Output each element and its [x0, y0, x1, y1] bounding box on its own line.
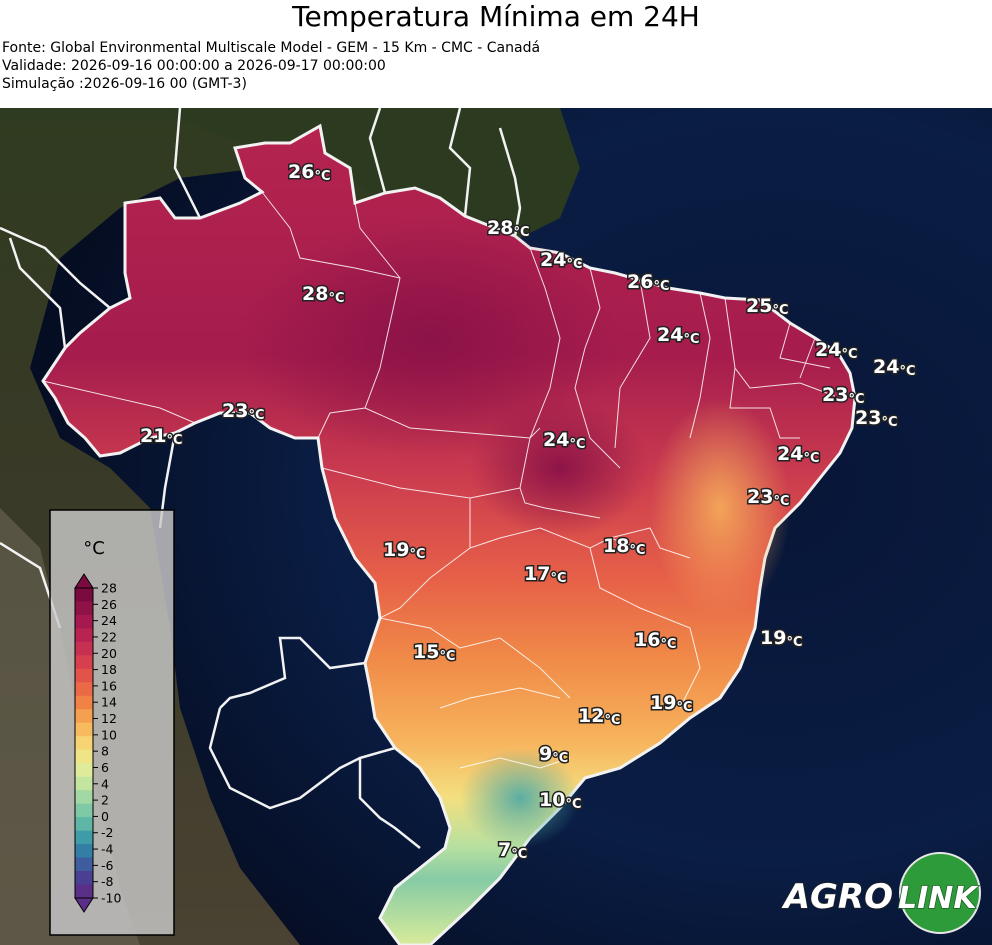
- legend-swatch: [75, 857, 93, 872]
- legend-swatch: [75, 601, 93, 616]
- legend-tick-label: 6: [101, 760, 109, 775]
- temperature-label: 24°C: [543, 429, 586, 452]
- temperature-label: 28°C: [302, 283, 345, 306]
- temperature-label: 24°C: [815, 339, 858, 362]
- temperature-label: 23°C: [222, 400, 265, 423]
- temperature-label: 7°C: [498, 839, 527, 862]
- legend-swatch: [75, 682, 93, 697]
- legend-tick-label: 0: [101, 809, 109, 824]
- hot-core-center: [470, 398, 650, 538]
- temperature-label: 12°C: [578, 705, 621, 728]
- hot-core-north: [240, 218, 620, 458]
- legend-tick-label: 2: [101, 793, 109, 808]
- legend-swatch: [75, 790, 93, 805]
- legend-unit: °C: [83, 538, 105, 559]
- temperature-label: 21°C: [140, 425, 183, 448]
- temperature-label: 16°C: [634, 629, 677, 652]
- legend-tick-label: 22: [101, 629, 117, 644]
- temperature-label: 19°C: [650, 692, 693, 715]
- legend-swatch: [75, 709, 93, 724]
- cold-core-south: [460, 748, 580, 848]
- legend-swatch: [75, 817, 93, 832]
- temperature-label: 25°C: [746, 295, 789, 318]
- map-title: Temperatura Mínima em 24H: [292, 0, 700, 33]
- temperature-label: 17°C: [524, 563, 567, 586]
- legend-tick-label: 16: [101, 678, 117, 693]
- legend-tick-label: 18: [101, 662, 117, 677]
- temperature-label: 18°C: [603, 535, 646, 558]
- legend-swatch: [75, 668, 93, 683]
- legend-swatch: [75, 830, 93, 845]
- agrolink-logo: AGRO LINK: [780, 852, 981, 934]
- legend-tick-label: -2: [101, 825, 113, 840]
- legend-swatch: [75, 844, 93, 859]
- legend-tick-label: -8: [101, 874, 114, 889]
- legend-tick-label: -6: [101, 858, 114, 873]
- legend-swatch: [75, 749, 93, 764]
- legend-tick-label: 28: [101, 581, 117, 596]
- legend-swatch: [75, 655, 93, 670]
- legend-tick-label: -10: [101, 891, 121, 906]
- temperature-labels: 26°C 28°C 24°C 28°C 26°C 25°C 24°C 24°C 24°C 23°C…: [139, 160, 918, 864]
- temperature-label: 19°C: [383, 539, 426, 562]
- legend-tick-label: 20: [101, 646, 117, 661]
- state-borders: [42, 191, 841, 769]
- legend-tick-label: 12: [101, 711, 117, 726]
- legend-tick-label: 24: [101, 613, 117, 628]
- legend-swatch: [75, 628, 93, 643]
- legend-tick-label: 4: [101, 776, 109, 791]
- logo-circle: [899, 852, 981, 934]
- country-borders: [0, 108, 522, 849]
- temperature-label: 28°C: [487, 217, 530, 240]
- legend-swatch: [75, 803, 93, 818]
- legend-swatch: [75, 776, 93, 791]
- temperature-label: 26°C: [627, 271, 670, 294]
- legend-swatch: [75, 736, 93, 751]
- temperature-label: 19°C: [760, 627, 803, 650]
- temperature-label: 23°C: [747, 486, 790, 509]
- temperature-label: 26°C: [288, 161, 331, 184]
- legend-swatch: [75, 614, 93, 629]
- temperature-label: 23°C: [822, 384, 865, 407]
- logo-link: LINK: [898, 881, 979, 916]
- temperature-map: °C 2826242220181614121086420-2-4-6-8-10 …: [0, 108, 992, 945]
- source-line: Fonte: Global Environmental Multiscale M…: [2, 40, 541, 56]
- legend-swatch: [75, 884, 93, 899]
- validity-line: Validade: 2026-09-16 00:00:00 a 2026-09-…: [2, 58, 386, 74]
- legend-tick-label: 14: [101, 695, 117, 710]
- temperature-label: 15°C: [413, 641, 456, 664]
- legend-tick-label: 10: [101, 727, 117, 742]
- north-coast-land: [170, 108, 580, 238]
- temperature-label: 24°C: [777, 443, 820, 466]
- legend-swatch: [75, 588, 93, 602]
- legend-tick-label: -4: [101, 842, 114, 857]
- temperature-label: 23°C: [855, 407, 898, 430]
- legend-swatch: [75, 722, 93, 737]
- legend-tick-label: 26: [101, 597, 117, 612]
- legend-swatch: [75, 763, 93, 778]
- temperature-label: 24°C: [873, 356, 916, 379]
- legend-swatch: [75, 641, 93, 656]
- legend-colorbar: [74, 573, 94, 913]
- legend-tick-label: 8: [101, 744, 109, 759]
- temperature-label: 24°C: [657, 324, 700, 347]
- legend-swatch: [75, 871, 93, 886]
- warm-east: [650, 398, 790, 618]
- temperature-label: 9°C: [539, 743, 568, 766]
- legend-outline: [74, 587, 94, 899]
- simulation-line: Simulação :2026-09-16 00 (GMT-3): [2, 76, 247, 92]
- legend-swatch: [75, 695, 93, 710]
- logo-agro: AGRO: [781, 877, 893, 917]
- temperature-label: 10°C: [539, 789, 582, 812]
- temperature-label: 24°C: [540, 249, 583, 272]
